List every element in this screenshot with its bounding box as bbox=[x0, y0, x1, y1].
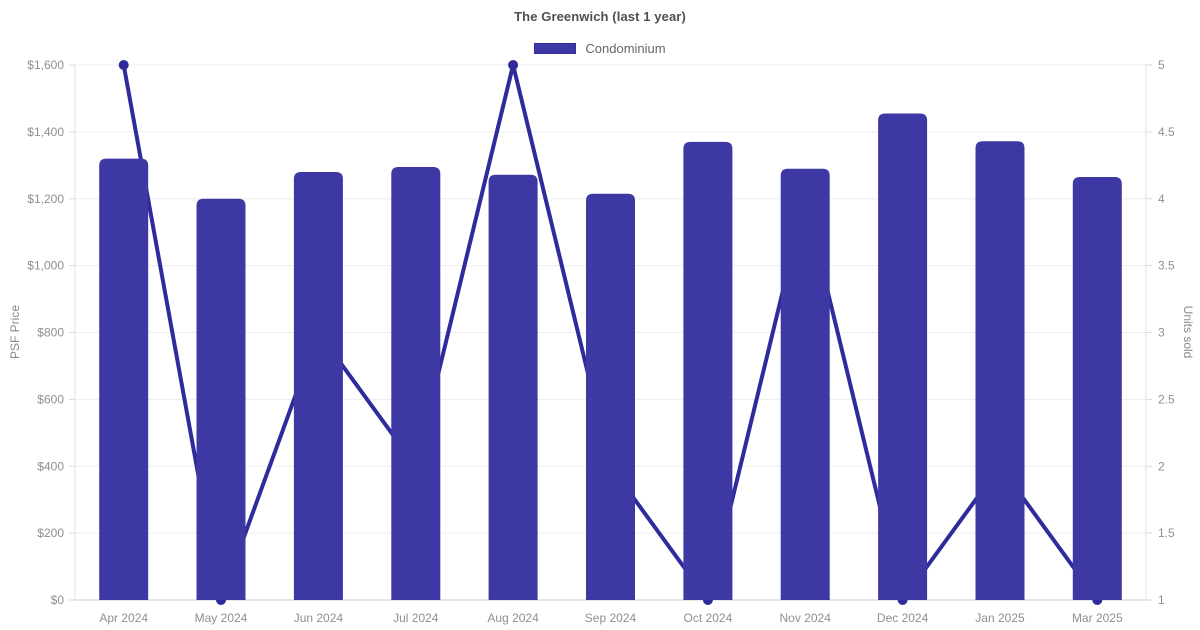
x-axis-tick-label: Dec 2024 bbox=[877, 611, 929, 625]
bar[interactable] bbox=[488, 174, 538, 600]
line-point[interactable] bbox=[508, 60, 519, 70]
x-axis-tick-label: Sep 2024 bbox=[585, 611, 637, 625]
y-axis-tick-label: $600 bbox=[37, 392, 64, 406]
y-axis-tick-label: $1,600 bbox=[27, 58, 64, 72]
y-axis-tick-label: 5 bbox=[1158, 58, 1165, 72]
bar[interactable] bbox=[586, 193, 635, 600]
x-axis-tick-label: Jul 2024 bbox=[393, 611, 439, 625]
bar[interactable] bbox=[683, 141, 733, 600]
bar[interactable] bbox=[975, 141, 1025, 600]
y-axis-tick-label: 1 bbox=[1158, 593, 1165, 607]
bar[interactable] bbox=[780, 168, 830, 600]
chart-title: The Greenwich (last 1 year) bbox=[514, 9, 686, 24]
y-axis-tick-label: $1,000 bbox=[27, 259, 64, 273]
x-axis-tick-labels: Apr 2024 May 2024 Jun 2024 Jul 2024 Aug 2024… bbox=[99, 611, 1123, 625]
y-axis-tick-label: 2.5 bbox=[1158, 392, 1175, 406]
y-axis-tick-label: $200 bbox=[37, 526, 64, 540]
x-axis-tick-label: Aug 2024 bbox=[487, 611, 539, 625]
y-axis-tick-label: 4.5 bbox=[1158, 125, 1175, 139]
x-axis-tick-label: Apr 2024 bbox=[99, 611, 148, 625]
bar[interactable] bbox=[293, 172, 343, 600]
y-axis-left-tick-labels: $0 $200 $400 $600 $800 $1,000 $1,200 $1,400 $1,6… bbox=[27, 58, 64, 607]
line-point[interactable] bbox=[118, 60, 129, 70]
x-axis-tick-label: Nov 2024 bbox=[780, 611, 832, 625]
y-axis-tick-label: $1,400 bbox=[27, 125, 64, 139]
bar[interactable] bbox=[99, 158, 149, 600]
bar[interactable] bbox=[196, 198, 246, 601]
x-axis-tick-label: Mar 2025 bbox=[1072, 611, 1123, 625]
legend: Condominium bbox=[0, 41, 1200, 56]
x-axis-tick-label: Jan 2025 bbox=[975, 611, 1025, 625]
y-axis-tick-label: $0 bbox=[51, 593, 65, 607]
legend-label: Condominium bbox=[585, 41, 666, 56]
legend-item-condominium[interactable]: Condominium bbox=[534, 41, 666, 56]
x-axis-tick-label: May 2024 bbox=[195, 611, 248, 625]
y-axis-tick-label: $1,200 bbox=[27, 192, 64, 206]
y-axis-tick-label: 3 bbox=[1158, 326, 1165, 340]
bar[interactable] bbox=[878, 113, 928, 601]
y-axis-tick-label: 2 bbox=[1158, 459, 1165, 473]
y-axis-tick-label: $400 bbox=[37, 459, 64, 473]
y-axis-right-tick-labels: 1 1.5 2 2.5 3 3.5 4 4.5 5 bbox=[1158, 58, 1175, 607]
y-axis-tick-label: $800 bbox=[37, 326, 64, 340]
psf-bar-series bbox=[99, 113, 1122, 601]
bar[interactable] bbox=[1072, 177, 1122, 600]
bar[interactable] bbox=[391, 167, 441, 600]
legend-swatch bbox=[534, 43, 577, 54]
x-axis-tick-label: Oct 2024 bbox=[684, 611, 733, 625]
y-axis-tick-label: 4 bbox=[1158, 192, 1165, 206]
x-axis-tick-label: Jun 2024 bbox=[294, 611, 344, 625]
y-axis-tick-label: 1.5 bbox=[1158, 526, 1175, 540]
y-axis-tick-label: 3.5 bbox=[1158, 259, 1175, 273]
